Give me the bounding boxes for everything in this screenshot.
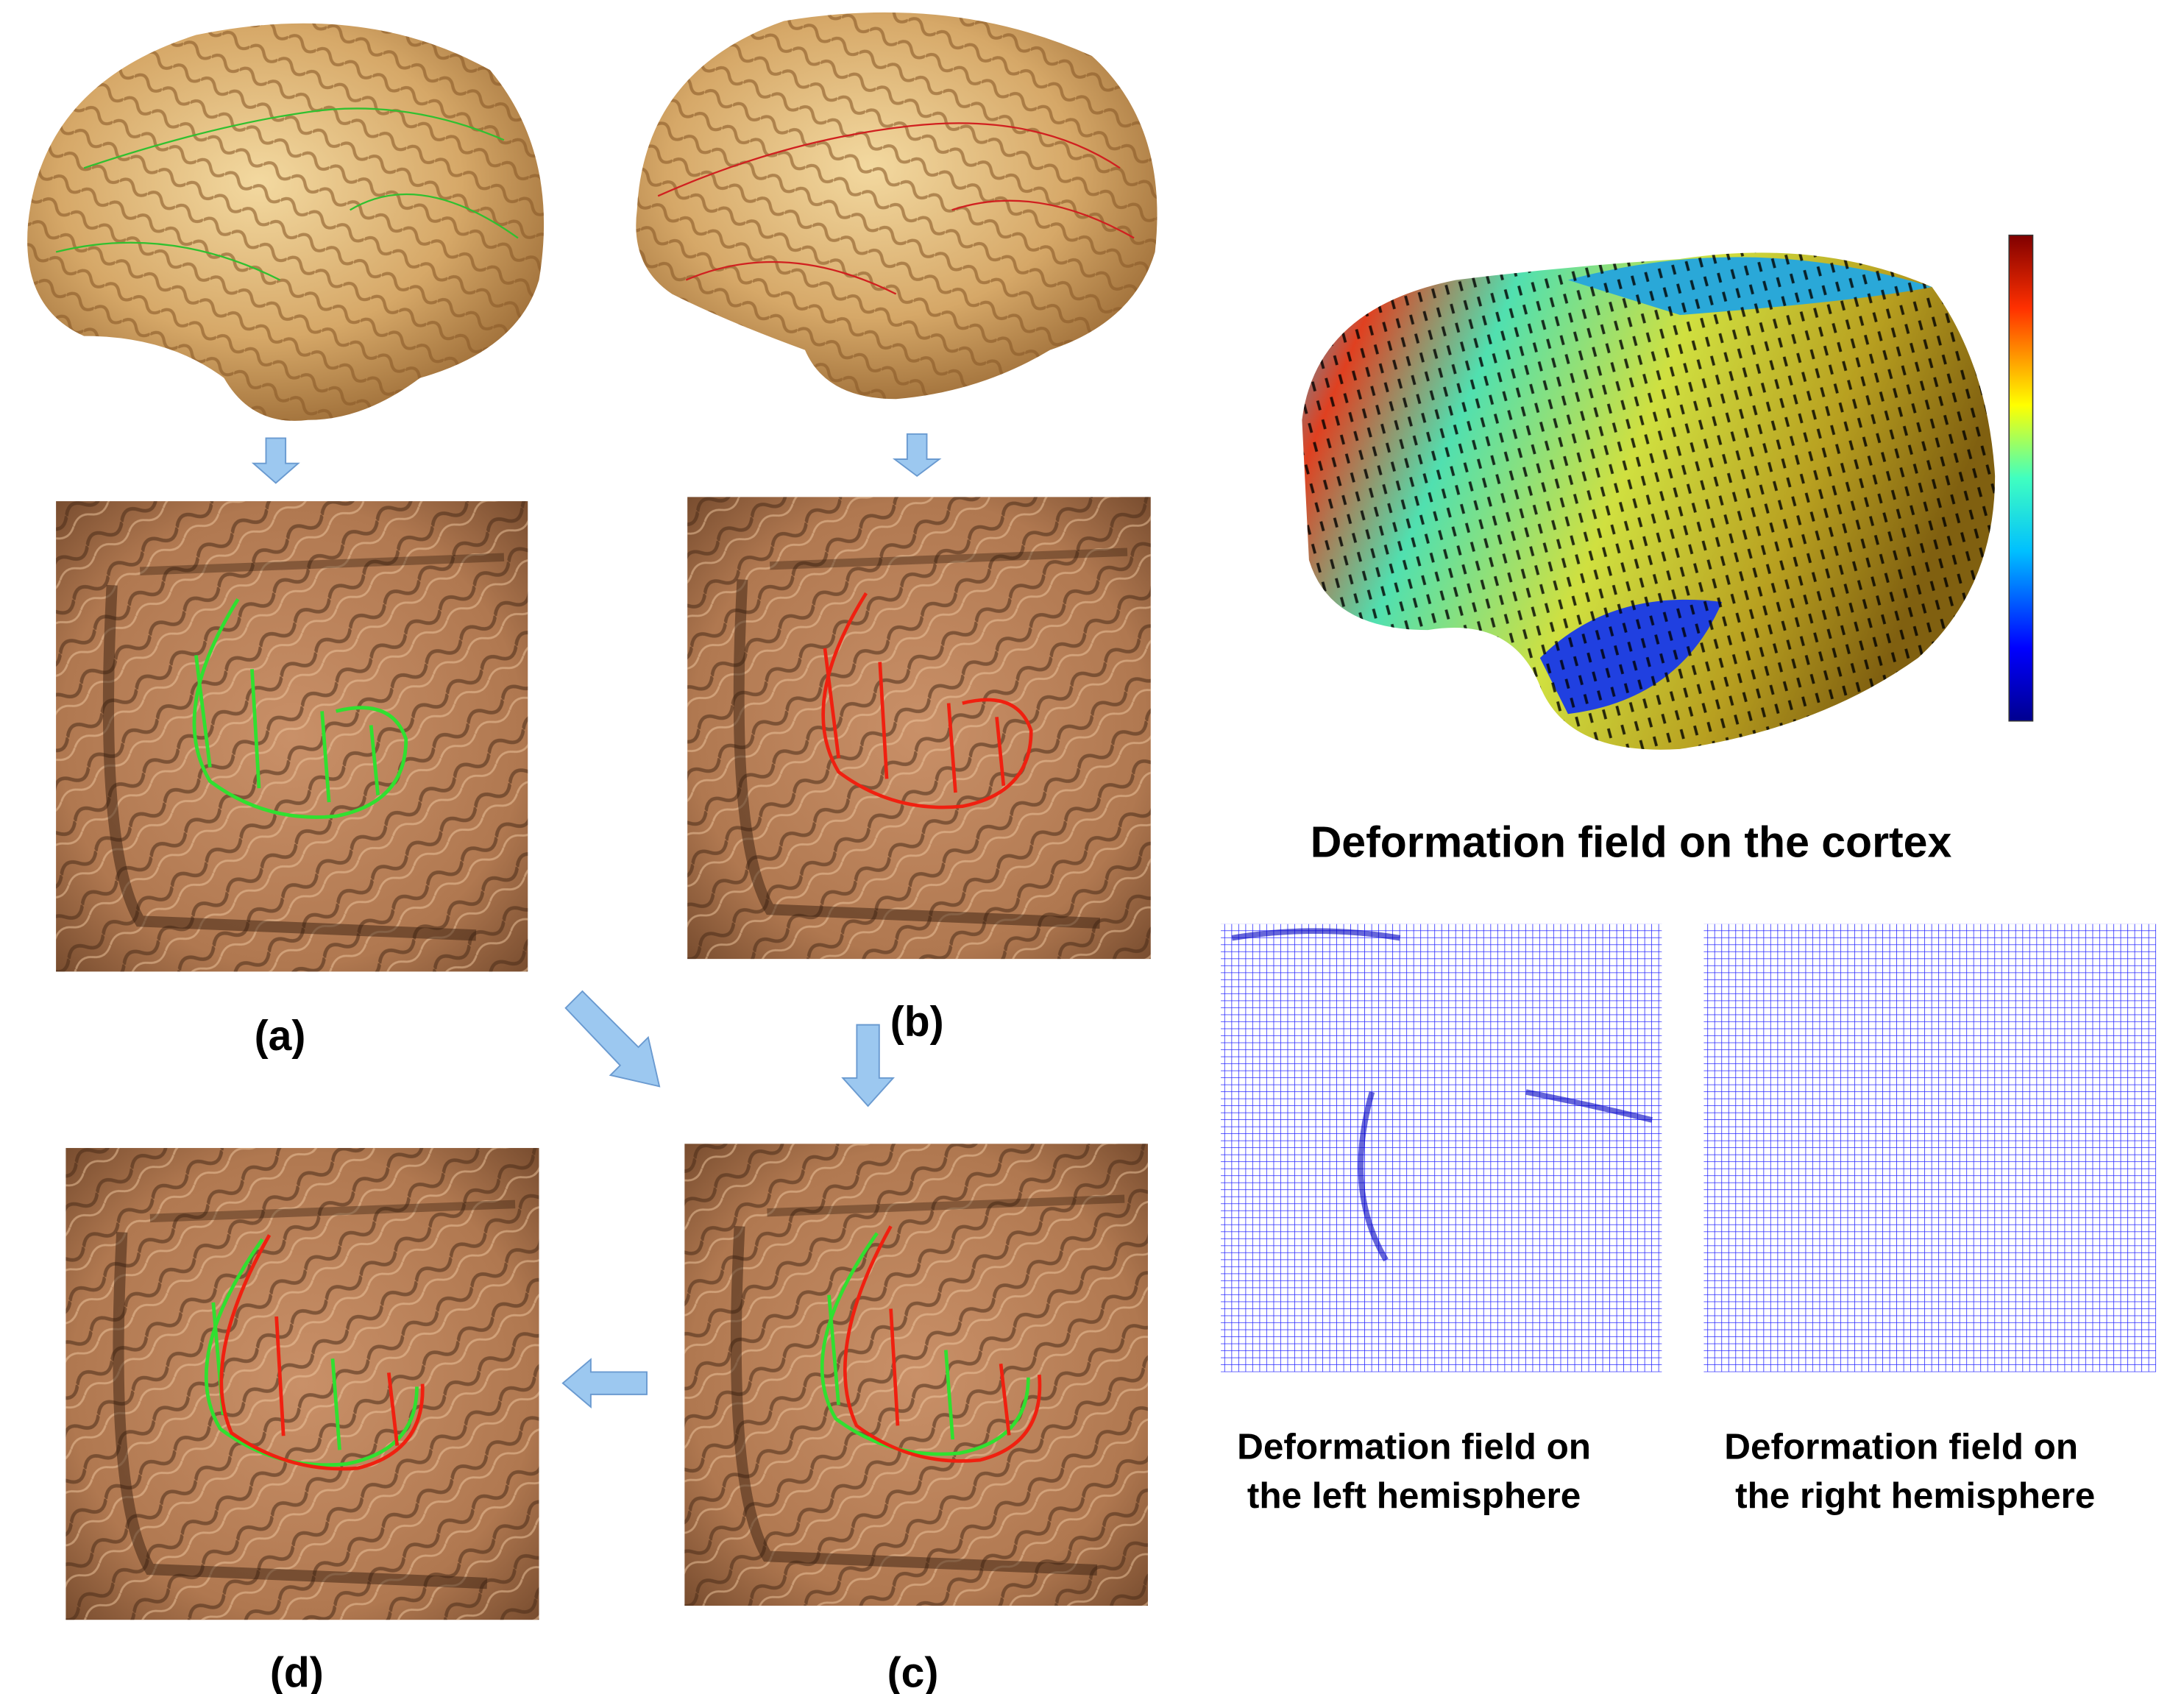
right-caption: the right hemisphere xyxy=(1735,1475,2095,1516)
figure: Deformation field on the cortex (a) (b) … xyxy=(0,0,2184,1694)
brain-right xyxy=(636,13,1157,399)
panel-label: (a) xyxy=(255,1013,306,1060)
left-caption: the left hemisphere xyxy=(1247,1475,1581,1516)
panel-label: (d) xyxy=(270,1649,324,1694)
cortex-caption: Deformation field on the cortex xyxy=(1311,818,1952,866)
grid-right xyxy=(1703,924,2156,1372)
flat-map-c xyxy=(684,1144,1148,1606)
right-caption: Deformation field on xyxy=(1724,1426,2078,1467)
grid-left xyxy=(1221,924,1662,1372)
brain-left xyxy=(27,24,544,421)
panel-label: (b) xyxy=(890,999,944,1046)
page: {"panels": {"a": "(a)", "b": "(b)", "c":… xyxy=(0,0,2184,1694)
flat-map-a xyxy=(56,501,528,971)
panel-label: (c) xyxy=(887,1649,939,1694)
left-caption: Deformation field on xyxy=(1237,1426,1591,1467)
cortex-field xyxy=(1302,235,2032,750)
flat-map-b xyxy=(687,497,1151,959)
flat-map-d xyxy=(65,1148,539,1620)
